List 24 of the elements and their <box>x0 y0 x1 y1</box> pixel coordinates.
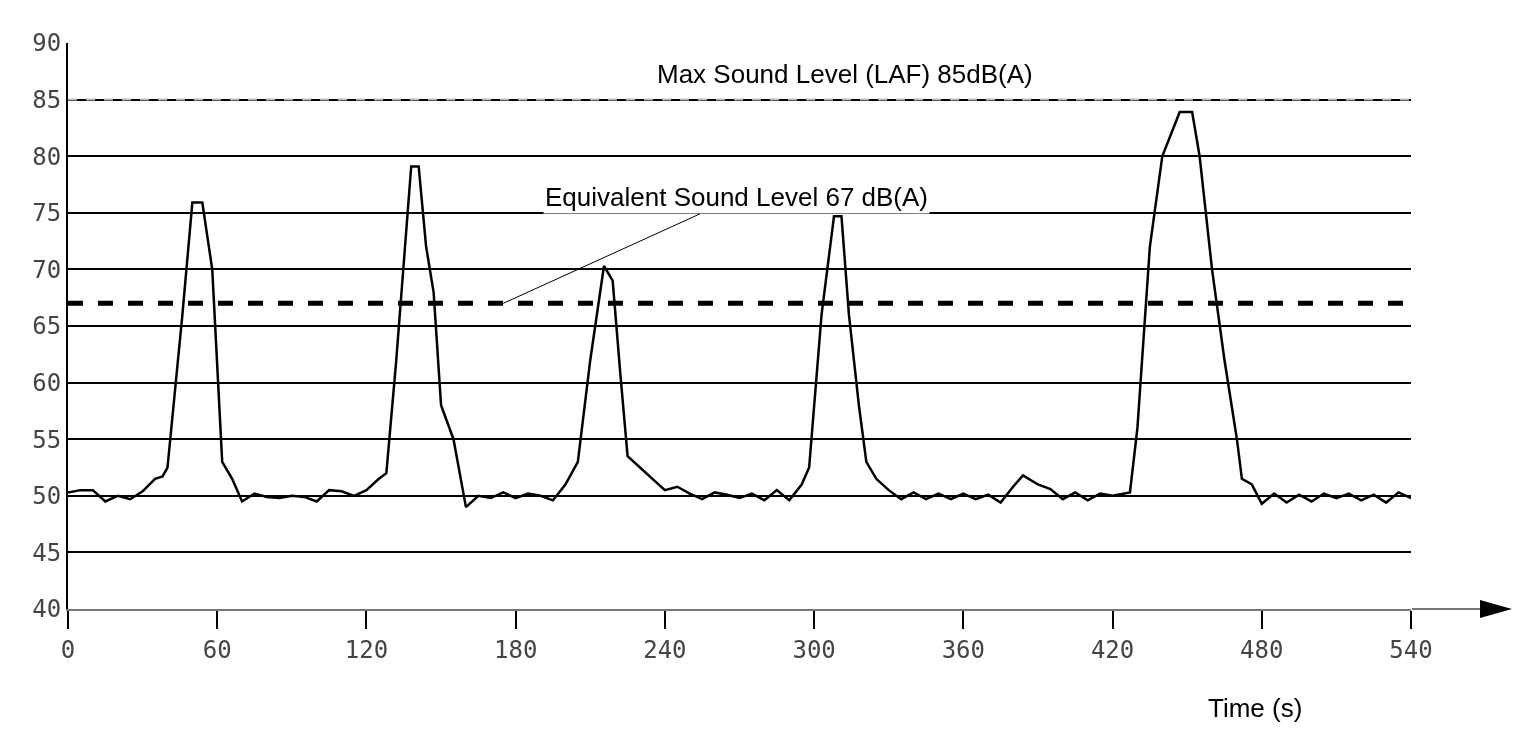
x-tick-label: 180 <box>493 635 538 664</box>
x-tick-label: 540 <box>1389 635 1433 664</box>
x-tick-label: 0 <box>60 635 76 664</box>
ref-line-label: Equivalent Sound Level 67 dB(A) <box>545 182 929 212</box>
y-tick-label: 50 <box>32 482 62 511</box>
y-tick-label: 70 <box>32 255 62 284</box>
y-tick-label: 55 <box>32 425 62 454</box>
x-tick-label: 300 <box>792 635 836 664</box>
y-tick-label: 85 <box>32 86 62 114</box>
x-tick-label: 480 <box>1240 635 1284 664</box>
y-tick-label: 75 <box>32 199 62 228</box>
y-tick-label: 80 <box>32 142 62 171</box>
x-tick-label: 240 <box>643 635 687 664</box>
y-tick-label: 40 <box>32 595 62 624</box>
x-tick-label: 360 <box>941 635 986 664</box>
y-tick-label: 90 <box>32 29 62 58</box>
x-tick-label: 420 <box>1090 635 1135 664</box>
x-tick-label: 120 <box>344 635 389 664</box>
x-tick-label: 60 <box>202 635 232 664</box>
y-tick-label: 45 <box>32 538 62 567</box>
x-axis-title: Time (s) <box>1208 693 1303 723</box>
y-tick-label: 65 <box>32 312 62 341</box>
y-tick-label: 60 <box>32 369 62 397</box>
ref-line-label: Max Sound Level (LAF) 85dB(A) <box>657 59 1033 89</box>
